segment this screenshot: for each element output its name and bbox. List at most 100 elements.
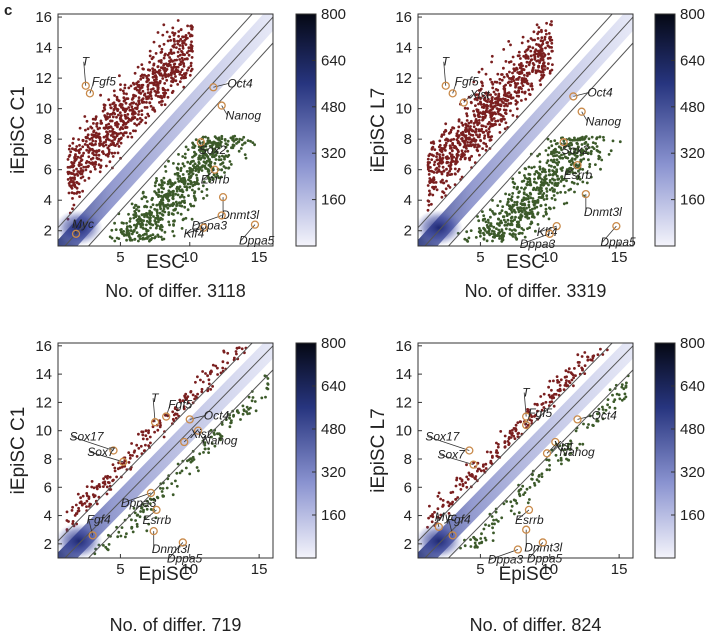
- point-down: [157, 188, 161, 192]
- point-up: [137, 100, 141, 104]
- point-down: [533, 177, 536, 181]
- gene-marker: [250, 220, 260, 229]
- point-up: [466, 136, 470, 140]
- point-up: [92, 122, 95, 125]
- point-down: [524, 167, 528, 171]
- point-down: [266, 377, 270, 380]
- point-up: [165, 78, 169, 82]
- point-up: [82, 151, 85, 155]
- point-down: [132, 506, 136, 510]
- point-up: [498, 77, 502, 81]
- point-up: [149, 104, 153, 108]
- y-tick-label: 12: [35, 394, 52, 411]
- point-up: [502, 66, 505, 70]
- point-down: [141, 191, 145, 195]
- point-up: [446, 500, 450, 504]
- point-up: [524, 65, 528, 68]
- point-up: [427, 193, 431, 197]
- point-up: [485, 450, 489, 454]
- point-up: [489, 108, 493, 112]
- point-up: [190, 34, 194, 38]
- point-up: [129, 118, 133, 122]
- point-up: [513, 437, 517, 440]
- point-down: [517, 220, 520, 224]
- point-down: [595, 419, 599, 423]
- point-down: [179, 169, 183, 173]
- point-up: [199, 378, 202, 382]
- point-up: [107, 481, 111, 485]
- point-down: [224, 166, 228, 170]
- gene-label: T: [151, 391, 160, 405]
- point-up: [539, 395, 543, 398]
- point-down: [530, 166, 534, 170]
- point-up: [514, 85, 517, 89]
- point-up: [442, 191, 446, 195]
- point-up: [111, 155, 115, 158]
- point-down: [557, 151, 561, 155]
- gene-leader-line: [183, 433, 193, 443]
- point-down: [556, 181, 560, 185]
- point-down: [510, 223, 514, 227]
- point-up: [204, 372, 207, 375]
- colorbar-tick-label: 640: [321, 378, 346, 395]
- point-up: [181, 46, 185, 50]
- point-down: [122, 234, 126, 237]
- point-down: [226, 139, 230, 143]
- point-up: [545, 32, 548, 36]
- diagonal-line: [64, 16, 273, 246]
- point-down: [207, 447, 211, 451]
- point-up: [492, 105, 495, 108]
- point-down: [204, 161, 208, 165]
- point-up: [183, 57, 187, 61]
- gene-marker: [522, 412, 531, 421]
- point-up: [438, 155, 442, 159]
- point-up: [473, 145, 476, 149]
- point-down: [156, 211, 159, 215]
- point-down: [133, 210, 137, 213]
- point-down: [485, 239, 489, 243]
- point-up: [149, 94, 153, 98]
- point-up: [464, 481, 467, 484]
- point-down: [532, 186, 536, 190]
- point-up: [106, 112, 109, 116]
- point-down: [463, 237, 467, 241]
- axes-frame: [57, 13, 274, 247]
- point-up: [85, 485, 89, 488]
- point-down: [607, 153, 611, 156]
- point-up: [186, 395, 190, 398]
- point-up: [448, 186, 452, 189]
- point-up: [144, 116, 148, 119]
- point-down: [502, 234, 505, 238]
- point-down: [154, 235, 157, 239]
- point-up: [93, 165, 96, 169]
- point-down: [525, 183, 529, 187]
- point-down: [190, 217, 194, 221]
- point-down: [545, 187, 548, 191]
- point-up: [541, 402, 545, 405]
- point-down: [213, 433, 216, 436]
- point-up: [184, 76, 188, 79]
- point-up: [537, 30, 541, 34]
- point-down: [469, 538, 472, 541]
- point-up: [519, 57, 522, 60]
- point-down: [232, 413, 236, 417]
- point-down: [145, 507, 149, 511]
- point-down: [555, 154, 559, 157]
- point-down: [504, 192, 507, 196]
- gene-leader-line: [189, 414, 206, 420]
- point-down: [172, 162, 175, 165]
- point-up: [184, 71, 188, 75]
- point-down: [543, 181, 547, 185]
- point-up: [567, 367, 571, 371]
- point-up: [558, 389, 561, 393]
- point-up: [68, 144, 72, 148]
- point-down: [159, 235, 163, 239]
- point-up: [186, 401, 190, 405]
- point-up: [145, 437, 149, 441]
- point-down: [561, 443, 565, 447]
- gene-leader-line: [581, 111, 589, 122]
- gene-leader-line: [546, 445, 556, 454]
- point-up: [189, 46, 192, 49]
- point-up: [147, 429, 151, 433]
- point-up: [126, 135, 130, 139]
